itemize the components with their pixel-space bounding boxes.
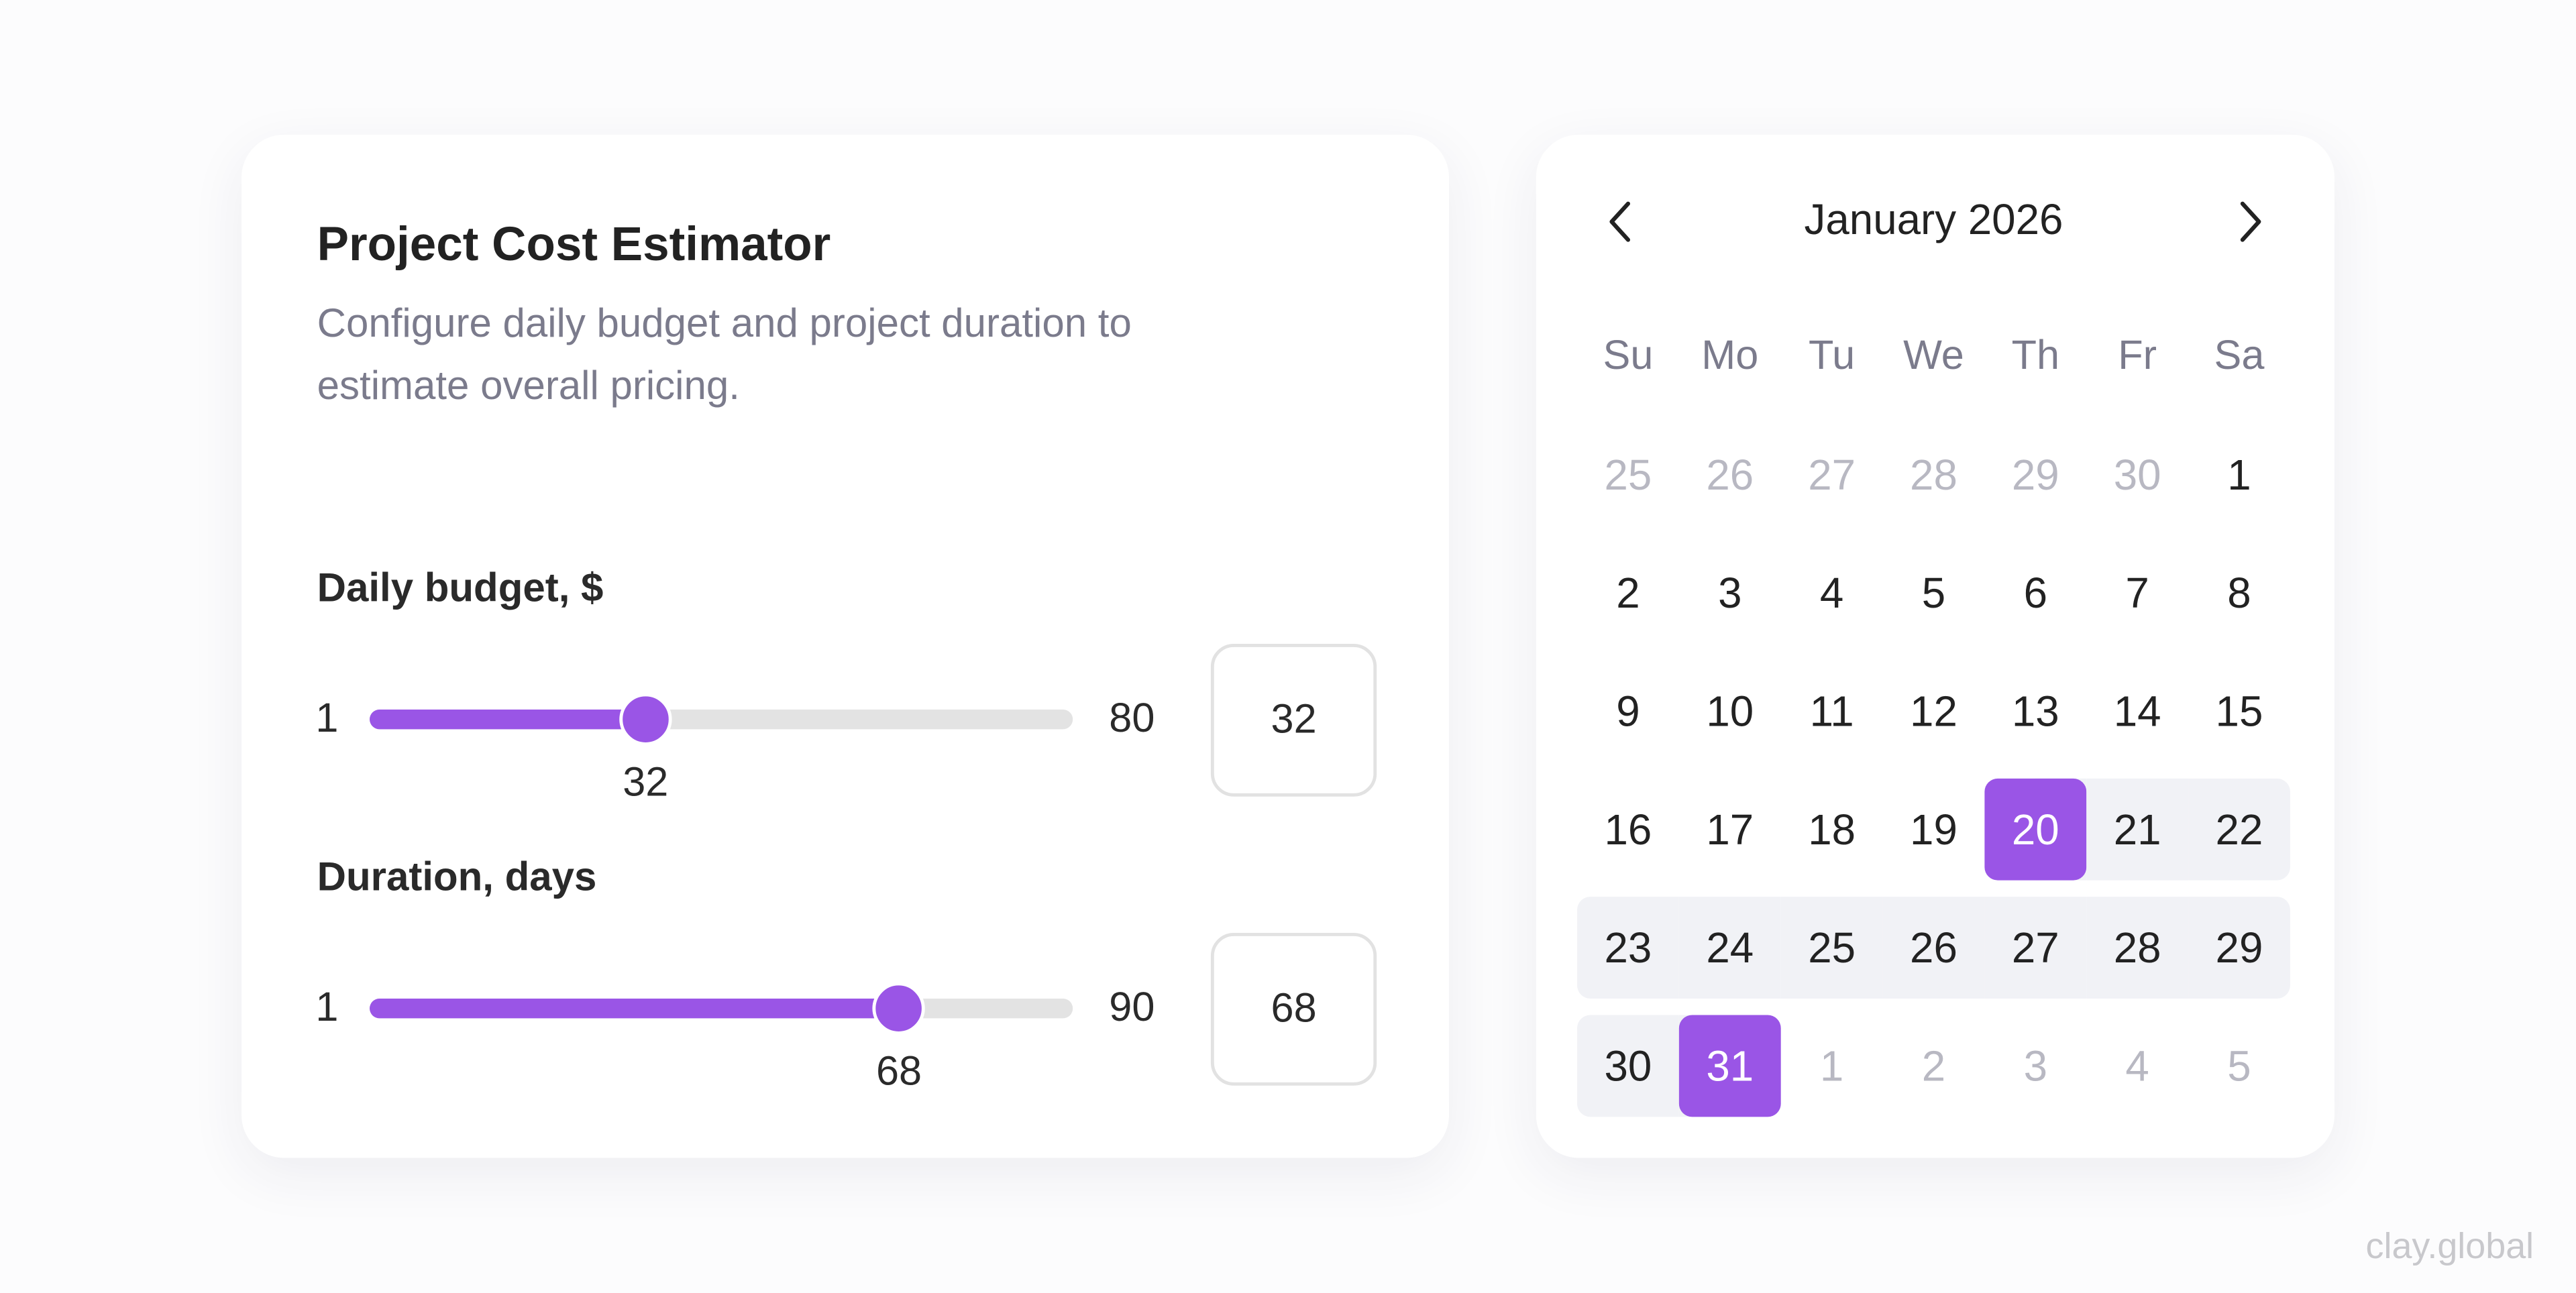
- day-cell[interactable]: 27: [1808, 449, 1856, 499]
- day-cell[interactable]: 14: [2113, 685, 2161, 735]
- day-cell[interactable]: 16: [1604, 803, 1652, 854]
- value-input[interactable]: 68: [1210, 933, 1377, 1086]
- slider-min: 1: [315, 695, 339, 742]
- day-cell[interactable]: 31: [1678, 1015, 1781, 1117]
- day-cell[interactable]: 15: [2215, 685, 2263, 735]
- watermark: clay.global: [2365, 1225, 2534, 1267]
- weekday-label: Tu: [1809, 332, 1856, 379]
- day-cell[interactable]: 17: [1706, 803, 1754, 854]
- day-cell[interactable]: 28: [2086, 897, 2189, 999]
- weekday-label: Sa: [2214, 332, 2265, 379]
- day-cell[interactable]: 28: [1910, 449, 1957, 499]
- estimator-card: Project Cost Estimator Configure daily b…: [241, 134, 1450, 1158]
- day-cell[interactable]: 6: [2023, 567, 2048, 617]
- day-cell[interactable]: 13: [2011, 685, 2059, 735]
- day-cell[interactable]: 22: [2188, 778, 2290, 881]
- day-cell[interactable]: 30: [1577, 1015, 1679, 1117]
- slider-thumb[interactable]: [619, 693, 672, 746]
- card-subtitle: Configure daily budget and project durat…: [317, 302, 1132, 409]
- day-cell[interactable]: 1: [1819, 1040, 1844, 1090]
- day-cell[interactable]: 11: [1809, 685, 1854, 735]
- slider-min: 1: [315, 985, 339, 1031]
- day-cell[interactable]: 24: [1678, 897, 1781, 999]
- calendar-card: January 2026 Su Mo Tu We Th Fr Sa 25 26 27 28 29 30 1…: [1536, 134, 2335, 1158]
- day-cell[interactable]: 30: [2113, 449, 2161, 499]
- day-cell[interactable]: 25: [1604, 449, 1652, 499]
- day-cell[interactable]: 25: [1780, 897, 1883, 999]
- card-title: Project Cost Estimator: [317, 219, 831, 272]
- weekday-label: Fr: [2118, 332, 2157, 379]
- prev-month-button[interactable]: [1602, 201, 1642, 243]
- value-input[interactable]: 32: [1210, 644, 1377, 797]
- day-cell[interactable]: 5: [1921, 567, 1946, 617]
- slider-label: Daily budget, $: [317, 566, 604, 612]
- weekday-label: Th: [2011, 332, 2060, 379]
- day-cell[interactable]: 26: [1706, 449, 1754, 499]
- slider-value-label: 68: [876, 1048, 922, 1095]
- slider-label: Duration, days: [317, 855, 597, 901]
- slider-max: 90: [1109, 985, 1155, 1031]
- slider-value-label: 32: [623, 759, 669, 806]
- day-cell[interactable]: 2: [1616, 567, 1640, 617]
- day-cell[interactable]: 4: [1819, 567, 1844, 617]
- weekday-label: We: [1903, 332, 1964, 379]
- weekday-label: Mo: [1701, 332, 1759, 379]
- day-cell[interactable]: 8: [2227, 567, 2251, 617]
- day-cell[interactable]: 26: [1882, 897, 1985, 999]
- slider-fill: [370, 709, 646, 730]
- day-cell[interactable]: 10: [1706, 685, 1754, 735]
- day-cell[interactable]: 21: [2086, 778, 2189, 881]
- weekday-label: Su: [1603, 332, 1654, 379]
- next-month-button[interactable]: [2229, 201, 2269, 243]
- day-cell[interactable]: 4: [2125, 1040, 2149, 1090]
- day-cell[interactable]: 12: [1910, 685, 1957, 735]
- day-cell[interactable]: 7: [2125, 567, 2149, 617]
- day-cell[interactable]: 9: [1616, 685, 1640, 735]
- month-title: January 2026: [1804, 194, 2063, 244]
- day-cell[interactable]: 5: [2227, 1040, 2251, 1090]
- day-cell[interactable]: 20: [1984, 778, 2087, 881]
- day-cell[interactable]: 23: [1577, 897, 1679, 999]
- day-cell[interactable]: 29: [2011, 449, 2059, 499]
- day-cell[interactable]: 29: [2188, 897, 2290, 999]
- day-cell[interactable]: 2: [1921, 1040, 1946, 1090]
- day-cell[interactable]: 1: [2227, 449, 2251, 499]
- day-cell[interactable]: 19: [1910, 803, 1957, 854]
- day-cell[interactable]: 18: [1808, 803, 1856, 854]
- day-cell[interactable]: 3: [2023, 1040, 2048, 1090]
- slider-fill: [370, 998, 900, 1019]
- slider-max: 80: [1109, 695, 1155, 742]
- day-cell[interactable]: 27: [1984, 897, 2087, 999]
- slider-thumb[interactable]: [872, 982, 926, 1035]
- day-cell[interactable]: 3: [1718, 567, 1742, 617]
